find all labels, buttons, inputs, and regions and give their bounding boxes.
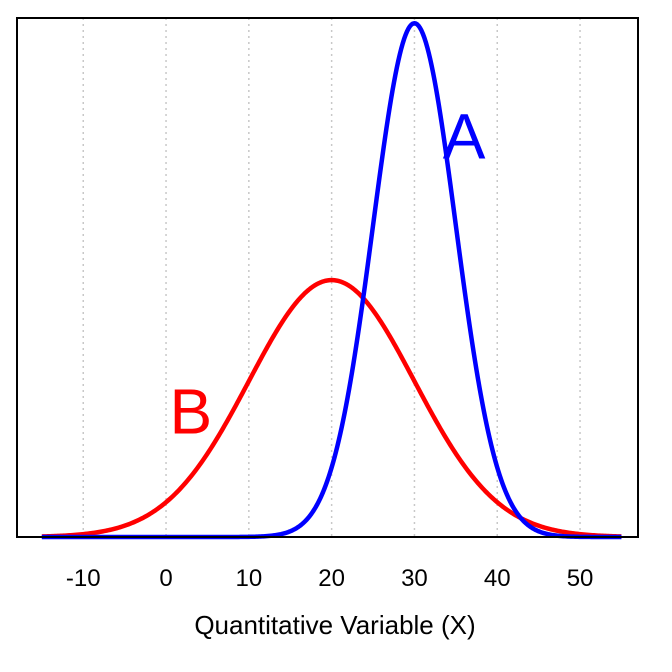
x-tick-label: 30 — [401, 565, 428, 592]
series-labels: BA — [170, 100, 486, 447]
x-tick-label: 40 — [484, 565, 511, 592]
x-tick-label: 50 — [567, 565, 594, 592]
plot-frame — [16, 17, 639, 538]
grid-lines — [82, 18, 581, 537]
x-tick-labels: -10 0 10 20 30 40 50 — [66, 565, 593, 592]
x-tick-label: 0 — [159, 565, 172, 592]
series-group — [41, 20, 623, 540]
x-tick-label: 10 — [235, 565, 262, 592]
x-axis-title: Quantitative Variable (X) — [194, 610, 475, 640]
x-tick-label: 20 — [318, 565, 345, 592]
x-tick-label: -10 — [66, 565, 101, 592]
series-label-a: A — [443, 100, 486, 172]
series-label-b: B — [170, 375, 213, 447]
